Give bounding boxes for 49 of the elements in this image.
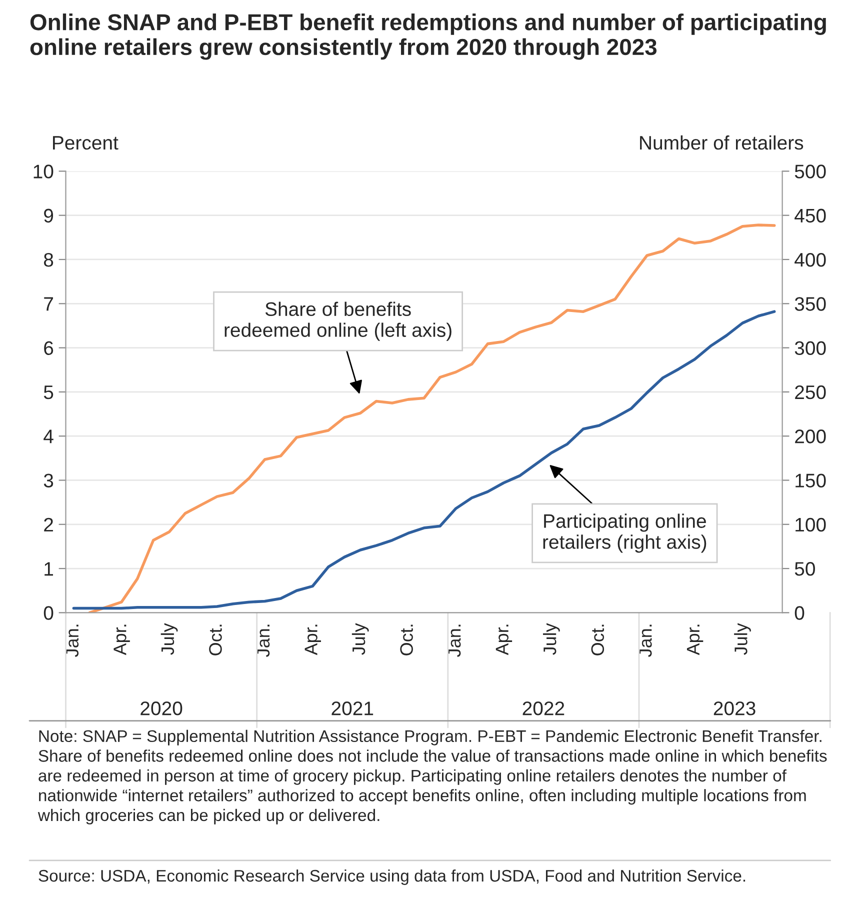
y2-tick-label: 350	[794, 297, 826, 311]
y-tick-label: 10	[34, 164, 54, 178]
x-tick-label: Apr.	[114, 624, 130, 656]
y2-tick-label: 50	[794, 562, 815, 576]
x-tick-label: Oct.	[400, 624, 413, 656]
x-tick-label: Oct.	[591, 624, 604, 656]
annotation: Participating online retailers (right axis)	[543, 514, 706, 553]
x-tick-label: July	[160, 623, 178, 655]
y-tick-label: 0	[44, 606, 54, 620]
y-tick-label: 5	[44, 386, 54, 400]
y2-tick-label: 100	[796, 518, 826, 532]
y-tick-label: 9	[44, 208, 54, 223]
y2-tick-label: 150	[796, 474, 826, 488]
y-tick-label: 3	[44, 474, 54, 488]
text: Note: SNAP = Supplemental Nutrition Assistance Program. P-EBT = Pandemic Electronic Benefit Transfer. Share of benefits redeemed online does not include the value of transactions made online in which benefits are redeemed in person at time of grocery pickup. Participating online retailers denotes the number of nationwide “internet retailers” authorized to accept benefits online, often including multiple locations from which groceries can be picked up or delivered.	[38, 730, 827, 824]
x-tick-label: Jan.	[66, 624, 79, 657]
y2-tick-label: 400	[794, 252, 826, 267]
x-tick-label: Apr.	[304, 624, 321, 656]
text: 2023	[714, 701, 756, 716]
y2-tick-label: 450	[794, 208, 826, 223]
x-tick-label: July	[734, 623, 751, 655]
text: 2022	[522, 701, 564, 716]
text: 2021	[332, 701, 374, 716]
y-tick-label: 2	[44, 518, 53, 532]
chart-title: Online SNAP and P-EBT benefit redemptions and number of participating online retailers grew consistently from 2020 through 2023	[30, 14, 826, 60]
y2-tick-label: 200	[795, 430, 826, 444]
y-tick-label: 4	[44, 430, 54, 444]
x-tick-label: Jan.	[639, 624, 652, 657]
y-tick-label: 1	[44, 562, 53, 576]
x-tick-label: July	[543, 623, 560, 655]
x-tick-label: Jan.	[448, 624, 461, 657]
x-tick-label: Apr.	[686, 624, 704, 656]
x-tick-label: Oct.	[209, 624, 222, 656]
text: 2020	[140, 701, 182, 716]
x-tick-label: Jan.	[257, 624, 270, 657]
annotation: Share of benefits redeemed online (left axis)	[224, 302, 452, 341]
y2-tick-label: 0	[794, 606, 804, 620]
y-tick-label: 7	[44, 297, 53, 311]
x-tick-label: Apr.	[496, 624, 512, 656]
y2-tick-label: 300	[794, 341, 826, 356]
line-series	[88, 224, 776, 613]
x-tick-label: July	[352, 623, 369, 655]
y2-tick-label: 250	[795, 385, 826, 400]
source-note: Source: USDA, Economic Research Service using data from USDA, Food and Nutrition Service.	[38, 869, 746, 885]
y-tick-label: 6	[44, 341, 54, 356]
y2-axis-title: Number of retailers	[640, 135, 804, 150]
y-axis-title: Percent	[53, 136, 118, 150]
y-tick-label: 8	[44, 252, 54, 267]
y2-tick-label: 500	[794, 164, 826, 178]
